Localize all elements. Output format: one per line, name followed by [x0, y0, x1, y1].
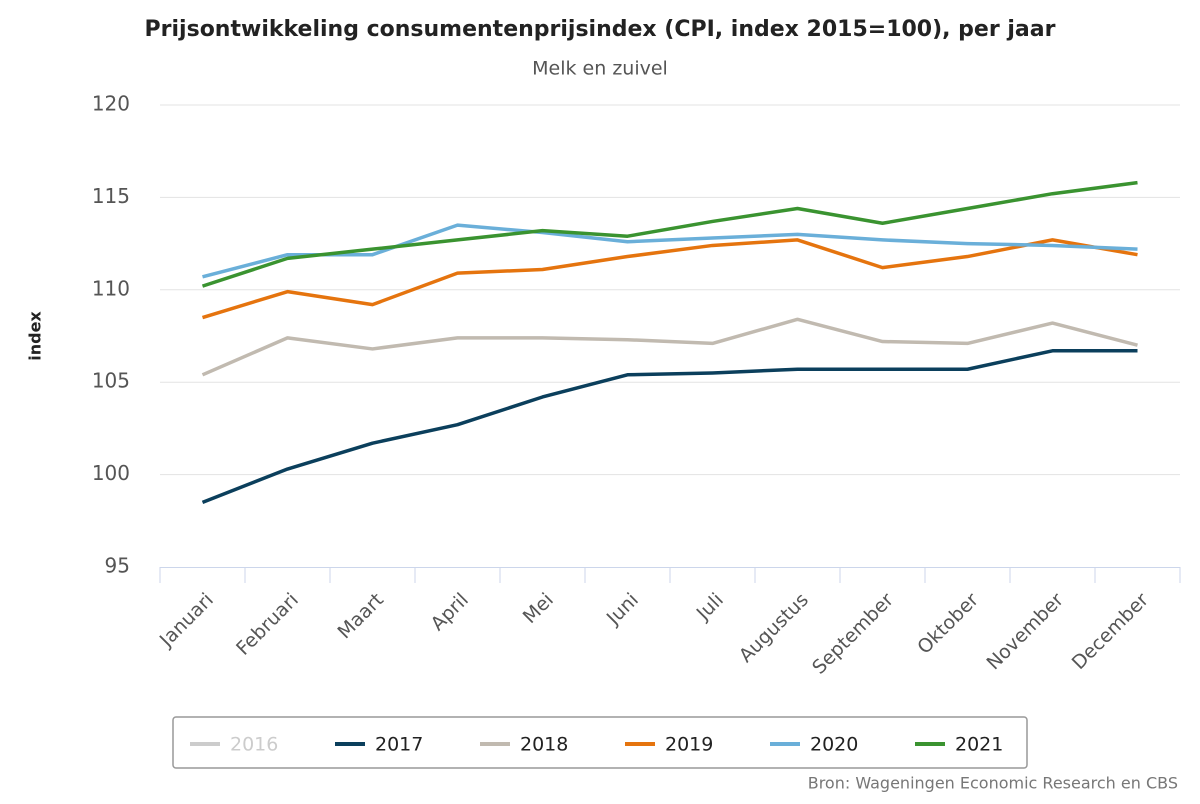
series-line	[201, 180, 1138, 288]
legend-box	[172, 716, 1028, 769]
x-tick-label: November	[982, 589, 1068, 675]
series-line	[201, 317, 1138, 377]
chart-subtitle: Melk en zuivel	[532, 58, 668, 80]
y-tick-label: 95	[105, 554, 130, 578]
x-tick-label: Oktober	[913, 589, 983, 659]
x-tick-label: Maart	[334, 589, 388, 643]
y-axis-label: index	[26, 311, 45, 361]
legend-label: 2020	[810, 734, 858, 756]
x-tick-label: Februari	[232, 589, 303, 660]
series-line	[202, 223, 1138, 279]
source: Bron: Wageningen Economic Research en CB…	[808, 774, 1178, 793]
y-tick-label: 120	[92, 92, 130, 116]
x-tick-label: Juli	[692, 589, 728, 625]
x-tick-label: Mei	[519, 589, 558, 628]
y-tick-label: 110	[92, 276, 130, 300]
series-line	[201, 349, 1138, 504]
legend-label: 2021	[955, 734, 1003, 756]
x-tick-label: April	[427, 589, 473, 635]
legend-label: 2019	[665, 734, 713, 756]
x-tick-label: Augustus	[735, 589, 813, 667]
y-tick-label: 100	[92, 461, 130, 485]
series-line	[201, 238, 1138, 320]
y-tick-label: 105	[92, 369, 130, 393]
chart-title: Prijsontwikkeling consumentenprijsindex …	[145, 17, 1056, 42]
legend-label: 2018	[520, 734, 568, 756]
legend-label: 2016	[230, 734, 278, 756]
legend-label: 2017	[375, 734, 423, 756]
y-tick-label: 115	[92, 184, 130, 208]
x-tick-label: Juni	[602, 589, 643, 630]
x-tick-label: Januari	[155, 589, 218, 652]
x-tick-label: September	[808, 589, 898, 679]
x-tick-label: December	[1068, 589, 1153, 674]
